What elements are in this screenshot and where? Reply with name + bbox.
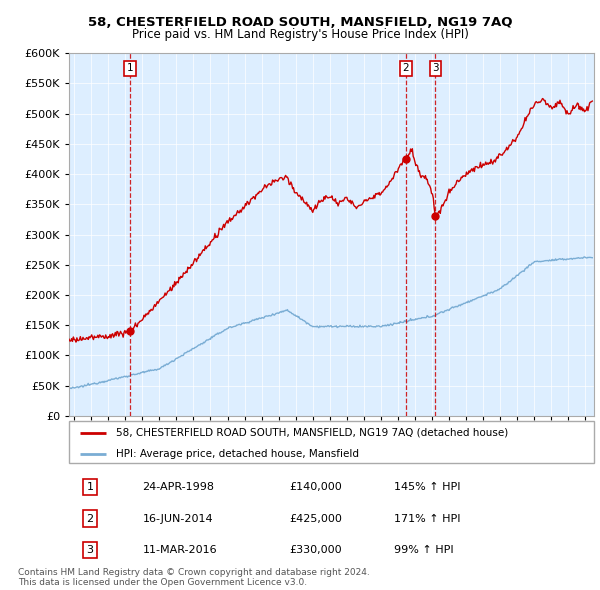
Text: 3: 3 [432,63,439,73]
Text: 171% ↑ HPI: 171% ↑ HPI [395,513,461,523]
Text: 1: 1 [127,63,134,73]
Text: 99% ↑ HPI: 99% ↑ HPI [395,545,454,555]
Text: Contains HM Land Registry data © Crown copyright and database right 2024.
This d: Contains HM Land Registry data © Crown c… [18,568,370,587]
Text: 1: 1 [86,482,94,492]
FancyBboxPatch shape [69,421,594,463]
Text: 11-MAR-2016: 11-MAR-2016 [143,545,217,555]
Text: 145% ↑ HPI: 145% ↑ HPI [395,482,461,492]
Text: HPI: Average price, detached house, Mansfield: HPI: Average price, detached house, Mans… [116,449,359,459]
Text: £425,000: £425,000 [290,513,343,523]
Text: 24-APR-1998: 24-APR-1998 [143,482,215,492]
Text: £330,000: £330,000 [290,545,342,555]
Text: 2: 2 [403,63,409,73]
Text: £140,000: £140,000 [290,482,342,492]
Text: 16-JUN-2014: 16-JUN-2014 [143,513,213,523]
Text: 2: 2 [86,513,94,523]
Text: 3: 3 [86,545,94,555]
Text: 58, CHESTERFIELD ROAD SOUTH, MANSFIELD, NG19 7AQ (detached house): 58, CHESTERFIELD ROAD SOUTH, MANSFIELD, … [116,428,509,438]
Text: Price paid vs. HM Land Registry's House Price Index (HPI): Price paid vs. HM Land Registry's House … [131,28,469,41]
Text: 58, CHESTERFIELD ROAD SOUTH, MANSFIELD, NG19 7AQ: 58, CHESTERFIELD ROAD SOUTH, MANSFIELD, … [88,16,512,29]
